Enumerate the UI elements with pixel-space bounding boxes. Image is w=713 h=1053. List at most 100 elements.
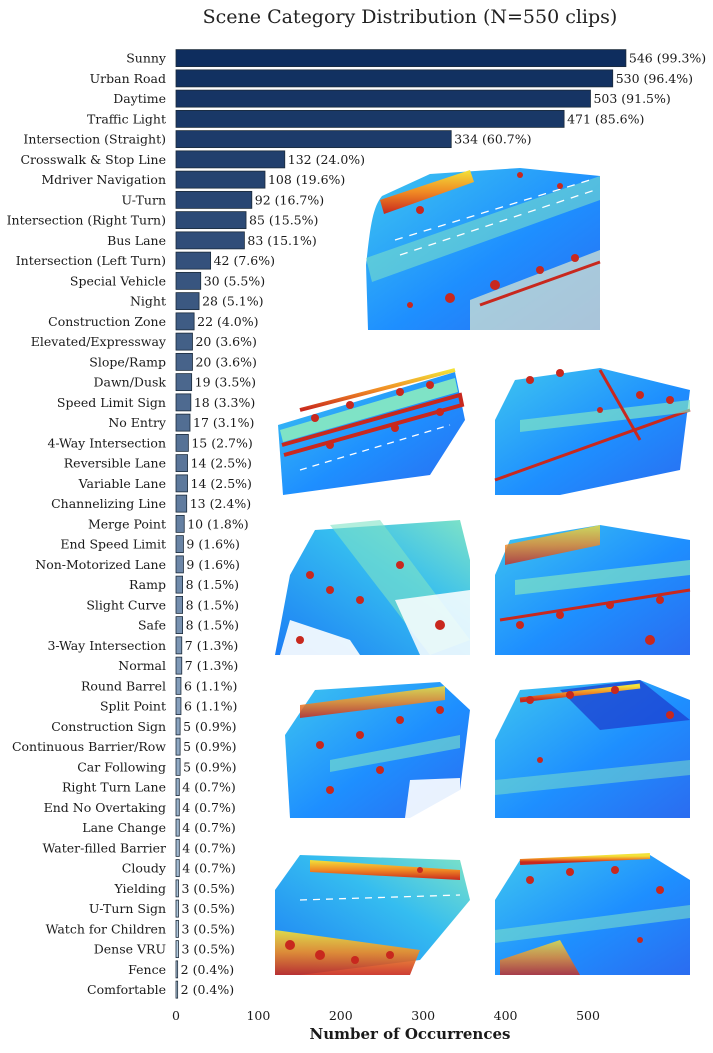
category-label: Non-Motorized Lane <box>35 557 166 572</box>
category-label: Elevated/Expressway <box>31 334 167 349</box>
x-tick-label: 300 <box>411 1008 435 1023</box>
bar <box>175 879 179 898</box>
lidar-pointcloud-image <box>278 368 465 495</box>
value-label: 546 (99.3%) <box>629 51 706 66</box>
value-label: 28 (5.1%) <box>202 294 263 309</box>
value-label: 6 (1.1%) <box>184 699 237 714</box>
lidar-pointcloud-image <box>494 368 691 495</box>
category-label: Cloudy <box>122 861 167 876</box>
value-label: 132 (24.0%) <box>288 152 365 167</box>
value-label: 2 (0.4%) <box>181 962 234 977</box>
category-label: Night <box>130 294 166 309</box>
category-label: U-Turn Sign <box>89 901 166 916</box>
bar <box>175 251 212 270</box>
value-label: 530 (96.4%) <box>616 71 693 86</box>
bar <box>175 393 192 412</box>
bar <box>175 332 193 351</box>
value-label: 2 (0.4%) <box>181 982 234 997</box>
category-labels-group: Sunny Urban Road Daytime Traffic Light Inter… <box>7 51 167 998</box>
value-label: 5 (0.9%) <box>183 739 236 754</box>
value-label: 6 (1.1%) <box>184 678 237 693</box>
category-label: Channelizing Line <box>51 496 166 511</box>
category-label: Sunny <box>126 51 167 66</box>
bar <box>175 130 452 149</box>
value-label: 3 (0.5%) <box>181 881 234 896</box>
category-label: End Speed Limit <box>60 537 166 552</box>
bar <box>175 190 253 209</box>
value-label: 14 (2.5%) <box>191 456 252 471</box>
lidar-pointcloud-image <box>495 525 691 655</box>
value-label: 5 (0.9%) <box>183 719 236 734</box>
category-label: Crosswalk & Stop Line <box>20 152 166 167</box>
value-label: 4 (0.7%) <box>182 840 235 855</box>
lidar-pointcloud-image <box>275 520 470 655</box>
category-label: Watch for Children <box>46 921 166 936</box>
bar <box>175 555 184 574</box>
bar <box>175 170 266 189</box>
value-labels-group: 546 (99.3%) 530 (96.4%) 503 (91.5%) 471 (85… <box>181 51 707 998</box>
category-label: Right Turn Lane <box>62 780 166 795</box>
category-label: Special Vehicle <box>70 273 166 288</box>
value-label: 4 (0.7%) <box>182 861 235 876</box>
category-label: Comfortable <box>87 982 166 997</box>
bar <box>175 595 183 614</box>
category-label: Slight Curve <box>86 597 166 612</box>
bar <box>175 535 184 554</box>
value-label: 3 (0.5%) <box>181 942 234 957</box>
category-label: Urban Road <box>90 71 166 86</box>
bar <box>175 413 191 432</box>
value-label: 503 (91.5%) <box>593 91 670 106</box>
x-axis: 0 100 200 300 400 500 <box>172 1008 600 1023</box>
bar <box>175 150 286 169</box>
lidar-pointcloud-image <box>495 853 690 975</box>
bar <box>175 69 614 88</box>
bar <box>175 292 200 311</box>
bar <box>175 352 193 371</box>
value-label: 13 (2.4%) <box>190 496 251 511</box>
category-label: Car Following <box>77 759 166 774</box>
value-label: 3 (0.5%) <box>181 901 234 916</box>
bar <box>175 616 183 635</box>
value-label: 18 (3.3%) <box>194 395 255 410</box>
category-label: Intersection (Right Turn) <box>7 213 166 228</box>
bar <box>175 474 188 493</box>
category-label: Dense VRU <box>94 942 166 957</box>
bar <box>175 271 202 290</box>
category-label: 4-Way Intersection <box>47 435 166 450</box>
value-label: 471 (85.6%) <box>567 111 644 126</box>
value-label: 3 (0.5%) <box>181 921 234 936</box>
category-label: Construction Zone <box>48 314 166 329</box>
bar <box>175 838 180 857</box>
value-label: 42 (7.6%) <box>214 253 275 268</box>
category-label: Round Barrel <box>81 678 166 693</box>
bar <box>175 818 180 837</box>
value-label: 4 (0.7%) <box>182 820 235 835</box>
x-tick-label: 0 <box>172 1008 180 1023</box>
bars-group <box>175 49 627 999</box>
bar <box>175 231 245 250</box>
value-label: 334 (60.7%) <box>454 132 531 147</box>
category-label: Speed Limit Sign <box>57 395 166 410</box>
bar <box>175 454 188 473</box>
bar <box>175 697 182 716</box>
value-label: 9 (1.6%) <box>186 537 239 552</box>
value-label: 8 (1.5%) <box>186 577 239 592</box>
lidar-pointcloud-image <box>275 855 470 975</box>
x-tick-label: 500 <box>576 1008 600 1023</box>
value-label: 4 (0.7%) <box>182 800 235 815</box>
bar <box>175 940 179 959</box>
bar <box>175 919 179 938</box>
category-label: Continuous Barrier/Row <box>12 739 166 754</box>
inset-images <box>275 168 691 975</box>
x-axis-label: Number of Occurrences <box>310 1025 511 1043</box>
bar <box>175 676 182 695</box>
x-tick-label: 200 <box>329 1008 353 1023</box>
value-label: 14 (2.5%) <box>191 476 252 491</box>
category-label: Intersection (Straight) <box>23 132 166 147</box>
category-label: Bus Lane <box>107 233 166 248</box>
bar <box>175 636 183 655</box>
chart-title: Scene Category Distribution (N=550 clips… <box>203 6 618 28</box>
lidar-pointcloud-image <box>366 168 601 330</box>
bar <box>175 717 181 736</box>
